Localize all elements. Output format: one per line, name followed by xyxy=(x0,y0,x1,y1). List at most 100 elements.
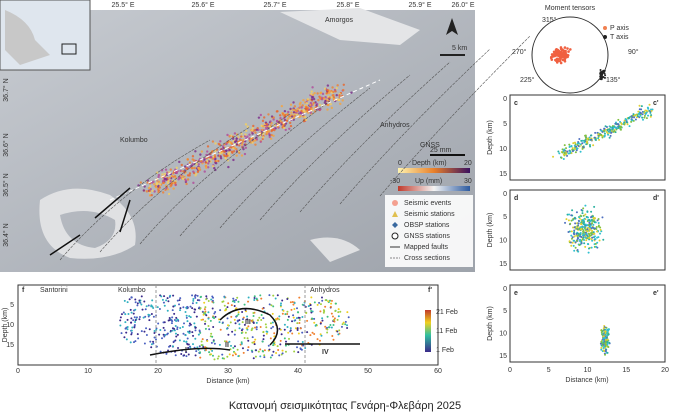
seismic-event xyxy=(591,239,594,242)
seismic-event xyxy=(305,107,309,110)
seismic-event xyxy=(306,331,309,334)
seismic-event xyxy=(241,141,244,144)
seismic-event xyxy=(594,131,597,134)
seismic-event xyxy=(647,114,650,117)
t-axis xyxy=(601,73,604,76)
seismic-event xyxy=(152,315,155,318)
up-colorbar xyxy=(398,186,470,191)
seismic-event xyxy=(134,319,137,322)
seismic-event xyxy=(200,318,203,321)
label: T axis xyxy=(610,34,629,41)
seismic-event xyxy=(219,157,223,160)
seismic-event xyxy=(234,353,237,356)
seismic-event xyxy=(326,331,329,334)
seismic-event xyxy=(557,150,560,153)
seismic-event xyxy=(124,313,127,316)
seismic-event xyxy=(641,113,644,116)
seismic-event xyxy=(134,301,137,304)
seismic-event xyxy=(244,308,247,311)
seismic-event xyxy=(346,324,349,327)
seismic-event xyxy=(566,154,569,157)
seismic-event xyxy=(194,150,197,153)
seismic-event xyxy=(326,108,329,111)
seismic-event xyxy=(177,319,180,322)
seismic-event xyxy=(600,129,603,132)
seismic-event xyxy=(164,168,168,171)
seismic-event xyxy=(329,299,332,302)
seismic-event xyxy=(330,312,333,315)
depth-colorbar xyxy=(398,168,470,173)
seismic-event xyxy=(219,155,222,158)
seismic-event xyxy=(630,120,633,123)
seismic-event xyxy=(599,232,602,235)
seismic-event xyxy=(611,126,614,129)
seismic-event xyxy=(270,129,273,133)
seismic-event xyxy=(235,299,238,302)
seismic-event xyxy=(245,129,248,133)
seismic-event xyxy=(225,327,228,330)
seismic-event xyxy=(194,326,197,329)
seismic-event xyxy=(286,117,290,120)
seismic-event xyxy=(169,185,172,188)
seismic-event xyxy=(300,106,303,109)
y-tick-label: 0 xyxy=(503,191,507,198)
seismic-event xyxy=(278,354,281,357)
seismic-event xyxy=(231,151,234,154)
seismic-event xyxy=(198,330,201,333)
seismic-event xyxy=(634,113,637,116)
seismic-event xyxy=(574,151,577,154)
seismic-event xyxy=(607,328,610,331)
seismic-event xyxy=(311,331,314,334)
seismic-event xyxy=(292,101,295,104)
lat-label: 36.4° N xyxy=(2,223,10,246)
seismic-event xyxy=(336,330,339,333)
seismic-event xyxy=(603,129,606,132)
seismic-event xyxy=(240,341,243,344)
seismic-event xyxy=(230,344,233,347)
seismic-event xyxy=(588,236,591,239)
seismic-event xyxy=(259,140,262,143)
seismic-event xyxy=(201,310,204,313)
seismic-event xyxy=(598,138,601,141)
seismic-event xyxy=(241,318,244,321)
seismic-event xyxy=(580,227,583,230)
seismic-event xyxy=(584,204,587,207)
axis-label: Depth (km) xyxy=(487,306,494,341)
time-colorbar xyxy=(425,310,431,352)
seismic-event xyxy=(283,328,286,331)
seismic-event xyxy=(605,131,608,134)
seismic-event xyxy=(350,91,353,94)
seismic-event xyxy=(603,132,606,135)
fault xyxy=(379,35,531,197)
seismic-event xyxy=(280,104,284,108)
seismic-event xyxy=(270,133,273,137)
seismic-event xyxy=(578,216,581,219)
seismic-event xyxy=(596,230,599,233)
seismic-event xyxy=(602,347,605,350)
seismic-event xyxy=(316,303,319,306)
seismic-event xyxy=(576,237,579,240)
seismic-event xyxy=(619,128,622,131)
gnss-vector xyxy=(119,199,131,233)
lat-label: 36.5° N xyxy=(2,173,10,196)
seismic-event xyxy=(138,299,141,302)
seismic-event xyxy=(237,136,240,139)
seismic-event xyxy=(296,322,299,325)
label: -30 xyxy=(390,178,400,185)
label: 30 xyxy=(464,178,472,185)
seismic-event xyxy=(192,297,195,300)
seismic-event xyxy=(208,328,211,331)
seismic-event xyxy=(240,329,243,332)
seismic-event xyxy=(292,108,295,111)
seismic-event xyxy=(337,311,340,314)
seismic-event xyxy=(152,180,155,184)
seismic-event xyxy=(260,313,263,316)
seismic-event xyxy=(585,141,588,144)
seismic-event xyxy=(241,311,244,314)
seismic-event xyxy=(319,303,322,306)
seismic-event xyxy=(246,318,249,321)
seismic-event xyxy=(331,335,334,338)
seismic-event xyxy=(227,165,230,169)
seismic-event xyxy=(225,340,228,343)
seismic-event xyxy=(161,337,164,340)
